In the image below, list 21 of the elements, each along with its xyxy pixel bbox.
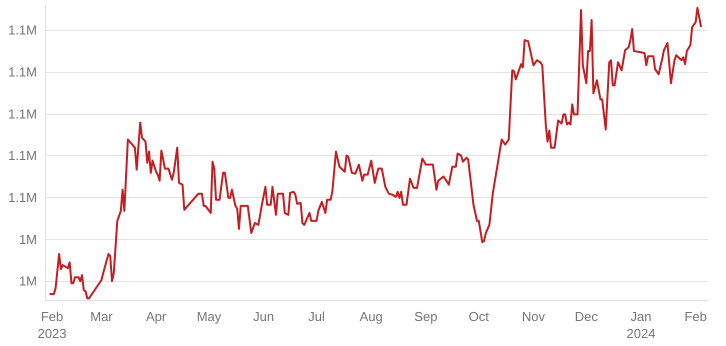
- x-tick-label: Oct: [468, 309, 490, 324]
- line-series: [49, 6, 702, 300]
- x-tick-label: Apr: [146, 309, 167, 324]
- x-tick-label: Jul: [308, 309, 325, 324]
- y-tick-label: 1M: [18, 274, 37, 289]
- y-tick-label: 1.1M: [8, 22, 37, 38]
- x-tick-label: Aug: [360, 309, 383, 324]
- x-tick-label: Dec: [574, 309, 598, 324]
- x-tick-label: Feb: [684, 309, 707, 324]
- x-tick-label: Jan 2024: [626, 309, 656, 341]
- x-tick-label: Feb 2023: [38, 309, 67, 341]
- x-tick-label: Nov: [522, 309, 546, 324]
- y-tick-label: 1.1M: [8, 148, 37, 164]
- x-tick-label: Jun: [253, 309, 274, 324]
- y-tick-label: 1.1M: [8, 190, 37, 205]
- y-tick-label: 1M: [18, 232, 37, 247]
- x-tick-label: May: [196, 309, 222, 324]
- x-tick-label: Sep: [414, 309, 438, 324]
- y-tick-label: 1.1M: [8, 64, 37, 80]
- y-tick-label: 1.1M: [8, 106, 37, 122]
- x-tick-label: Mar: [90, 309, 114, 324]
